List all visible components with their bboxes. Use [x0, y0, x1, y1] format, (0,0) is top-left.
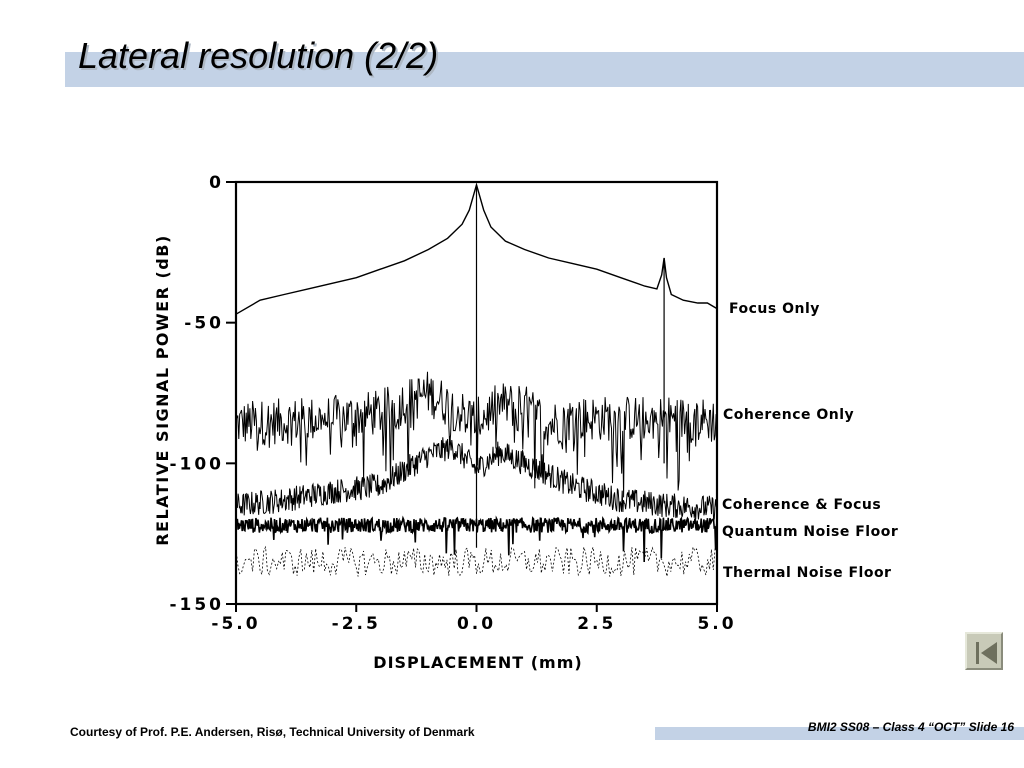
- legend-focus-only: Focus Only: [729, 301, 820, 317]
- x-tick-label: 2.5: [577, 614, 616, 634]
- footer-bar: [655, 727, 1024, 740]
- legend-thermal-noise: Thermal Noise Floor: [723, 565, 891, 581]
- y-tick-label: -50: [184, 314, 224, 334]
- footer-slide-label: BMI2 SS08 – Class 4 “OCT” Slide 16: [807, 720, 1014, 734]
- x-tick-label: 5.0: [697, 614, 736, 634]
- x-tick-label: 0.0: [457, 614, 496, 634]
- first-slide-button[interactable]: [965, 632, 1003, 670]
- series-focus-only: [235, 182, 718, 315]
- first-slide-icon: [976, 642, 997, 664]
- title-bar: [65, 52, 1024, 87]
- series-coherence-only: [235, 371, 718, 498]
- y-axis-label: RELATIVE SIGNAL POWER (dB): [153, 234, 172, 546]
- y-tick-label: -100: [169, 454, 224, 474]
- y-tick-label: 0: [209, 173, 224, 193]
- x-tick-label: -2.5: [332, 614, 381, 634]
- slide-title: Lateral resolution (2/2): [78, 35, 439, 76]
- legend-quantum-noise: Quantum Noise Floor: [722, 524, 898, 540]
- y-tick-label: -150: [169, 595, 224, 615]
- series-quantum-noise: [235, 515, 718, 563]
- footer-credit: Courtesy of Prof. P.E. Andersen, Risø, T…: [70, 725, 475, 739]
- legend-coherence-only: Coherence Only: [723, 407, 854, 423]
- x-axis-label: DISPLACEMENT (mm): [373, 653, 582, 672]
- series-coherence-focus: [235, 436, 718, 521]
- legend-coherence-focus: Coherence & Focus: [722, 497, 881, 513]
- series-thermal-noise: [235, 545, 718, 577]
- x-tick-label: -5.0: [211, 614, 260, 634]
